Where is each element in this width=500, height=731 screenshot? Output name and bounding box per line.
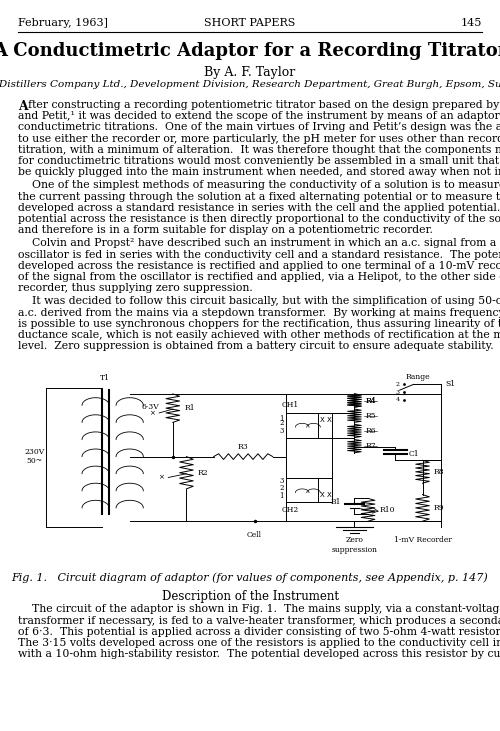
Text: A Conductimetric Adaptor for a Recording Titrator: A Conductimetric Adaptor for a Recording… (0, 42, 500, 60)
Text: and therefore is in a form suitable for display on a potentiometric recorder.: and therefore is in a form suitable for … (18, 225, 433, 235)
Text: R6: R6 (366, 427, 376, 435)
Text: R3: R3 (238, 443, 248, 451)
Text: for conductimetric titrations would most conveniently be assembled in a small un: for conductimetric titrations would most… (18, 156, 500, 166)
Text: R4: R4 (366, 396, 376, 404)
Text: By A. F. Taylor: By A. F. Taylor (204, 66, 296, 79)
Text: recorder, thus supplying zero suppression.: recorder, thus supplying zero suppressio… (18, 283, 253, 293)
Text: Range: Range (406, 373, 430, 381)
Text: R8: R8 (434, 468, 444, 476)
Text: ×: × (149, 410, 154, 416)
Text: oscillator is fed in series with the conductivity cell and a standard resistance: oscillator is fed in series with the con… (18, 249, 500, 260)
Text: 3: 3 (396, 390, 400, 395)
Text: February, 1963]: February, 1963] (18, 18, 108, 28)
Text: R9: R9 (434, 504, 444, 512)
Text: of 6·3.  This potential is applied across a divider consisting of two 5-ohm 4-wa: of 6·3. This potential is applied across… (18, 626, 500, 637)
Text: Description of the Instrument: Description of the Instrument (162, 591, 338, 603)
Text: Cell: Cell (247, 531, 262, 539)
Text: SHORT PAPERS: SHORT PAPERS (204, 18, 296, 28)
Text: to use either the recorder or, more particularly, the pH meter for uses other th: to use either the recorder or, more part… (18, 134, 500, 143)
Text: 145: 145 (460, 18, 482, 28)
Text: 1: 1 (280, 491, 284, 499)
Text: ductance scale, which is not easily achieved with other methods of rectification: ductance scale, which is not easily achi… (18, 330, 500, 340)
Text: R2: R2 (198, 469, 208, 477)
Text: a.c. derived from the mains via a stepdown transformer.  By working at mains fre: a.c. derived from the mains via a stepdo… (18, 308, 500, 317)
Text: the current passing through the solution at a fixed alternating potential or to : the current passing through the solution… (18, 192, 500, 202)
Text: (The Distillers Company Ltd., Development Division, Research Department, Great B: (The Distillers Company Ltd., Developmen… (0, 80, 500, 89)
Bar (286, 413, 318, 438)
Text: R10: R10 (380, 506, 395, 514)
Text: CH2: CH2 (282, 506, 299, 514)
Text: fter constructing a recording potentiometric titrator based on the design prepar: fter constructing a recording potentiome… (28, 100, 500, 110)
Text: is possible to use synchronous choppers for the rectification, thus assuring lin: is possible to use synchronous choppers … (18, 319, 500, 329)
Text: level.  Zero suppression is obtained from a battery circuit to ensure adequate s: level. Zero suppression is obtained from… (18, 341, 494, 351)
Text: Colvin and Propst² have described such an instrument in which an a.c. signal fro: Colvin and Propst² have described such a… (18, 238, 500, 249)
Text: R4: R4 (366, 396, 376, 404)
Text: 1-mV Recorder: 1-mV Recorder (394, 537, 452, 545)
Text: 3: 3 (280, 477, 284, 485)
Text: It was decided to follow this circuit basically, but with the simplification of : It was decided to follow this circuit ba… (18, 296, 500, 306)
Text: 2: 2 (396, 382, 400, 387)
Bar (286, 477, 318, 502)
Text: of the signal from the oscillator is rectified and applied, via a Helipot, to th: of the signal from the oscillator is rec… (18, 272, 500, 282)
Text: The circuit of the adaptor is shown in Fig. 1.  The mains supply, via a constant: The circuit of the adaptor is shown in F… (18, 605, 500, 614)
Text: potential across the resistance is then directly proportional to the conductivit: potential across the resistance is then … (18, 214, 500, 224)
Text: 230V
50~: 230V 50~ (24, 448, 44, 465)
Text: Fig. 1.   Circuit diagram of adaptor (for values of components, see Appendix, p.: Fig. 1. Circuit diagram of adaptor (for … (12, 572, 488, 583)
Text: X X: X X (320, 493, 332, 499)
Text: R5: R5 (366, 412, 376, 420)
Text: Zero
suppression: Zero suppression (332, 537, 378, 553)
Text: be quickly plugged into the main instrument when needed, and stored away when no: be quickly plugged into the main instrum… (18, 167, 500, 177)
Text: developed across a standard resistance in series with the cell and the applied p: developed across a standard resistance i… (18, 202, 500, 213)
Text: 4: 4 (396, 397, 400, 402)
Text: R7: R7 (366, 442, 376, 450)
Text: C1: C1 (409, 450, 420, 458)
Text: A: A (18, 100, 28, 113)
Text: S1: S1 (445, 380, 456, 388)
Text: X X: X X (320, 417, 332, 423)
Text: conductimetric titrations.  One of the main virtues of Irving and Petit’s design: conductimetric titrations. One of the ma… (18, 122, 500, 132)
Text: The 3·15 volts developed across one of the resistors is applied to the conductiv: The 3·15 volts developed across one of t… (18, 638, 500, 648)
Text: 6·3V: 6·3V (141, 404, 159, 412)
Text: transformer if necessary, is fed to a valve-heater transformer, which produces a: transformer if necessary, is fed to a va… (18, 616, 500, 626)
Text: titration, with a minimum of alteration.  It was therefore thought that the comp: titration, with a minimum of alteration.… (18, 145, 500, 155)
Text: 2: 2 (280, 484, 284, 492)
Text: B1: B1 (330, 499, 341, 506)
Text: 3: 3 (280, 427, 284, 435)
Text: 1: 1 (280, 414, 284, 423)
Text: R1: R1 (184, 404, 195, 412)
Text: and Petit,¹ it was decided to extend the scope of the instrument by means of an : and Petit,¹ it was decided to extend the… (18, 111, 500, 121)
Text: with a 10-ohm high-stability resistor.  The potential developed across this resi: with a 10-ohm high-stability resistor. T… (18, 649, 500, 659)
Text: ×: × (158, 474, 164, 480)
Text: 2: 2 (280, 420, 284, 428)
Text: T1: T1 (100, 374, 110, 382)
Text: One of the simplest methods of measuring the conductivity of a solution is to me: One of the simplest methods of measuring… (18, 181, 500, 190)
Text: developed across the resistance is rectified and applied to one terminal of a 10: developed across the resistance is recti… (18, 261, 500, 270)
Text: CH1: CH1 (282, 401, 299, 409)
